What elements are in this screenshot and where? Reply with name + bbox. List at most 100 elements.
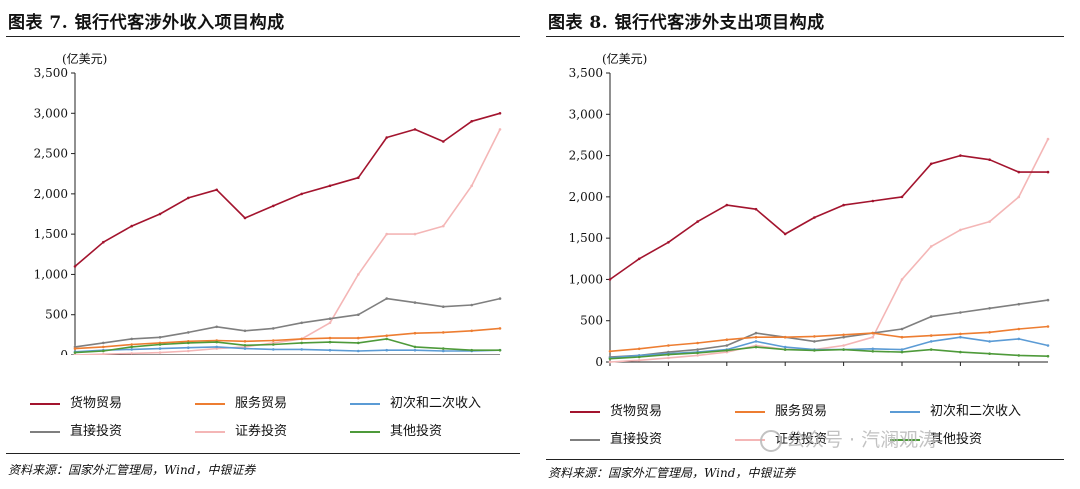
data-point bbox=[328, 184, 332, 188]
series-line-3 bbox=[609, 299, 1049, 358]
data-point bbox=[130, 348, 133, 351]
data-point bbox=[842, 335, 845, 339]
legend-label: 服务贸易 bbox=[235, 396, 288, 411]
data-point bbox=[158, 343, 162, 346]
y-tick-label: 2,500 bbox=[569, 149, 603, 163]
data-point bbox=[498, 128, 502, 131]
data-point bbox=[842, 344, 845, 347]
data-point bbox=[754, 340, 758, 343]
data-point bbox=[243, 344, 247, 347]
data-point bbox=[470, 184, 474, 188]
data-point bbox=[1046, 344, 1050, 347]
data-point bbox=[498, 348, 502, 352]
data-point bbox=[900, 195, 904, 199]
data-point bbox=[328, 317, 332, 321]
data-point bbox=[988, 220, 991, 223]
data-point bbox=[959, 335, 962, 339]
legend-item: 直接投资 bbox=[30, 420, 122, 439]
data-point bbox=[102, 352, 105, 355]
data-point bbox=[215, 340, 218, 344]
data-point bbox=[637, 359, 641, 362]
data-point bbox=[871, 331, 875, 335]
legend-label: 证券投资 bbox=[235, 424, 288, 439]
data-point bbox=[1017, 302, 1021, 306]
data-point bbox=[73, 265, 77, 268]
data-point bbox=[215, 345, 218, 349]
data-point bbox=[988, 307, 991, 310]
data-point bbox=[988, 352, 991, 356]
legend-swatch bbox=[570, 438, 600, 441]
legend-label: 货物贸易 bbox=[610, 404, 663, 419]
data-point bbox=[413, 128, 417, 131]
legend-label: 直接投资 bbox=[70, 424, 123, 439]
legend-item: 其他投资 bbox=[350, 420, 442, 439]
data-point bbox=[813, 335, 816, 338]
chart-title: 图表 8. 银行代客涉外支出项目构成 bbox=[548, 13, 825, 33]
data-point bbox=[1017, 354, 1021, 357]
y-tick-label: 2,500 bbox=[34, 147, 68, 161]
data-point bbox=[130, 345, 133, 349]
title-rule bbox=[6, 36, 520, 37]
legend-swatch bbox=[350, 430, 380, 433]
source-note: 资料来源：国家外汇管理局，Wind，中银证券 bbox=[8, 463, 256, 477]
series-line-1 bbox=[74, 327, 501, 350]
legend: 货物贸易 服务贸易 初次和二次收入 直接投资 证券投资 其他投资 bbox=[0, 388, 540, 448]
data-point bbox=[442, 347, 445, 350]
data-point bbox=[725, 203, 729, 207]
data-point bbox=[783, 348, 787, 351]
data-point bbox=[783, 335, 787, 339]
legend-item: 服务贸易 bbox=[735, 400, 827, 419]
data-point bbox=[988, 158, 991, 161]
data-point bbox=[871, 199, 875, 203]
data-point bbox=[272, 348, 275, 351]
data-point bbox=[637, 347, 641, 351]
series-line-0 bbox=[609, 154, 1048, 281]
data-point bbox=[1046, 325, 1050, 328]
data-point bbox=[754, 207, 758, 211]
data-point bbox=[725, 349, 729, 352]
data-point bbox=[637, 355, 641, 359]
data-point bbox=[357, 176, 360, 179]
data-point bbox=[929, 162, 933, 166]
legend-label: 其他投资 bbox=[930, 432, 983, 447]
data-point bbox=[385, 348, 389, 352]
data-point bbox=[300, 321, 304, 325]
legend-swatch bbox=[890, 410, 920, 413]
legend-swatch bbox=[570, 410, 600, 413]
data-point bbox=[243, 347, 247, 350]
legend-item: 证券投资 bbox=[735, 428, 827, 447]
data-point bbox=[130, 224, 133, 228]
y-tick-label: 3,500 bbox=[569, 66, 603, 80]
data-point bbox=[1017, 195, 1021, 199]
legend: 货物贸易 服务贸易 初次和二次收入 直接投资 证券投资 其他投资 bbox=[540, 396, 1080, 456]
watermark: 公众号 · 汽澜观涛 bbox=[760, 425, 937, 452]
data-point bbox=[300, 341, 304, 345]
data-point bbox=[385, 337, 389, 341]
data-point bbox=[696, 220, 699, 223]
data-point bbox=[959, 228, 962, 232]
series-line-5 bbox=[74, 338, 500, 354]
data-point bbox=[871, 335, 875, 339]
data-point bbox=[900, 278, 904, 281]
data-point bbox=[959, 350, 962, 354]
data-point bbox=[637, 257, 641, 261]
data-point bbox=[498, 112, 502, 115]
data-point bbox=[1046, 298, 1050, 302]
data-point bbox=[667, 241, 670, 244]
legend-swatch bbox=[30, 402, 60, 405]
unit-label: (亿美元) bbox=[62, 52, 108, 66]
chart-title: 图表 7. 银行代客涉外收入项目构成 bbox=[8, 13, 285, 33]
data-point bbox=[696, 351, 699, 355]
legend-swatch bbox=[735, 438, 765, 441]
data-point bbox=[1046, 170, 1050, 174]
data-point bbox=[158, 347, 162, 350]
data-point bbox=[243, 340, 247, 343]
legend-swatch bbox=[195, 402, 225, 405]
y-tick-label: 1,500 bbox=[569, 231, 603, 245]
data-point bbox=[243, 329, 247, 333]
legend-label: 其他投资 bbox=[390, 424, 443, 439]
y-tick-label: 3,000 bbox=[569, 107, 603, 121]
data-point bbox=[215, 325, 218, 329]
data-point bbox=[442, 349, 445, 353]
data-point bbox=[413, 232, 417, 236]
